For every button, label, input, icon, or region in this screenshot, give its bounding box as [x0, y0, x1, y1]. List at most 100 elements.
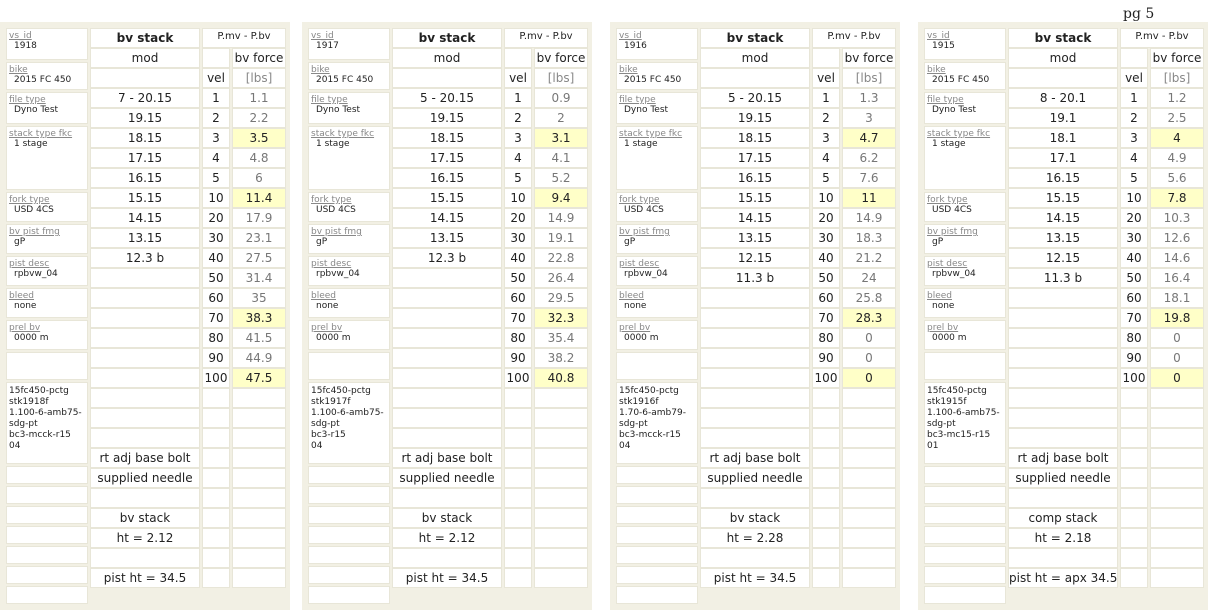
force-cell: 35 — [232, 288, 286, 308]
stack-cell: bv stack — [700, 508, 810, 528]
vel-cell: 4 — [202, 148, 230, 168]
field-value: 2015 FC 450 — [14, 75, 72, 85]
vel-cell: 1 — [1120, 88, 1148, 108]
vel-cell: 10 — [812, 188, 840, 208]
field-label: prel bv — [9, 323, 41, 333]
field-vs-id: vs_id 1916 — [616, 28, 698, 60]
vel-cell: 20 — [504, 208, 532, 228]
vel-cell: 50 — [504, 268, 532, 288]
vel-cell: 1 — [202, 88, 230, 108]
blank-cell — [392, 488, 502, 508]
field-vs-id: vs_id 1917 — [308, 28, 390, 60]
vel-cell: 100 — [504, 368, 532, 388]
blank-cell — [232, 488, 286, 508]
blank-cell — [700, 368, 810, 388]
stack-cell: 15.15 — [700, 188, 810, 208]
blank-cell — [534, 488, 588, 508]
blank-cell — [504, 508, 532, 528]
blank-cell — [202, 48, 230, 68]
blank-cell — [616, 566, 698, 584]
stack-cell: 16.15 — [700, 168, 810, 188]
blank-cell — [700, 308, 810, 328]
force-cell: 41.5 — [232, 328, 286, 348]
field-value: 1 stage — [624, 139, 658, 149]
stack-cell: 14.15 — [392, 208, 502, 228]
force-cell: 38.2 — [534, 348, 588, 368]
blank-cell — [812, 48, 840, 68]
field-value: none — [624, 301, 647, 311]
field-stack-type: stack type fkc 1 stage — [308, 126, 390, 190]
blank-cell — [700, 288, 810, 308]
force-cell: 47.5 — [232, 368, 286, 388]
stack-cell: rt adj base bolt — [700, 448, 810, 468]
blank-cell — [924, 506, 1006, 524]
notes-cell: 15fc450-pctg stk1915f 1.100-6-amb75- sdg… — [924, 382, 1006, 464]
blank-cell — [202, 388, 230, 408]
field-file-type: file type Dyno Test — [924, 92, 1006, 124]
vel-cell: 4 — [1120, 148, 1148, 168]
blank-cell — [1150, 428, 1204, 448]
force-cell: 5.6 — [1150, 168, 1204, 188]
blank-cell — [1008, 288, 1118, 308]
stack-cell: 18.15 — [90, 128, 200, 148]
force-cell: 4.1 — [534, 148, 588, 168]
blank-cell — [842, 548, 896, 568]
mod-header: mod — [90, 48, 200, 68]
blank-cell — [534, 528, 588, 548]
field-value: 1918 — [14, 41, 37, 51]
blank-cell — [1008, 408, 1118, 428]
stack-cell: 11.3 b — [700, 268, 810, 288]
build-notes: 15fc450-pctg stk1915f 1.100-6-amb75- sdg… — [927, 386, 1000, 451]
blank-cell — [392, 308, 502, 328]
force-cell: 14.6 — [1150, 248, 1204, 268]
blank-cell — [232, 428, 286, 448]
blank-cell — [308, 566, 390, 584]
field-value: 2015 FC 450 — [932, 75, 990, 85]
blank-cell — [504, 468, 532, 488]
blank-cell — [1150, 468, 1204, 488]
force-cell: 0 — [1150, 348, 1204, 368]
blank-cell — [308, 526, 390, 544]
force-header: bv force — [842, 48, 896, 68]
blank-cell — [812, 568, 840, 588]
blank-cell — [616, 352, 698, 380]
blank-cell — [1008, 328, 1118, 348]
blank-cell — [1120, 388, 1148, 408]
force-cell: 26.4 — [534, 268, 588, 288]
field-value: rpbvw_04 — [316, 269, 360, 279]
field-label: pist desc — [927, 259, 968, 269]
field-file-type: file type Dyno Test — [308, 92, 390, 124]
blank-cell — [6, 546, 88, 564]
vel-cell: 40 — [504, 248, 532, 268]
field-stack-type: stack type fkc 1 stage — [6, 126, 88, 190]
field-value: gP — [316, 237, 328, 247]
build-notes: 15fc450-pctg stk1917f 1.100-6-amb75- sdg… — [311, 386, 384, 451]
vel-cell: 80 — [812, 328, 840, 348]
force-cell: 0 — [1150, 328, 1204, 348]
blank-cell — [1008, 68, 1118, 88]
blank-cell — [842, 408, 896, 428]
stack-cell: 17.1 — [1008, 148, 1118, 168]
force-cell: 14.9 — [534, 208, 588, 228]
field-stack-type: stack type fkc 1 stage — [924, 126, 1006, 190]
stack-cell: supplied needle — [392, 468, 502, 488]
blank-cell — [202, 528, 230, 548]
vel-cell: 70 — [202, 308, 230, 328]
blank-cell — [1150, 408, 1204, 428]
blank-cell — [308, 546, 390, 564]
page-label: pg 5 — [1123, 6, 1155, 22]
stack-cell: rt adj base bolt — [90, 448, 200, 468]
stack-cell: comp stack — [1008, 508, 1118, 528]
test-panel: vs_id 1917 bike 2015 FC 450 file type Dyno Te… — [302, 22, 592, 610]
field-label: bleed — [927, 291, 953, 301]
field-label: prel bv — [619, 323, 651, 333]
blank-cell — [202, 428, 230, 448]
field-value: rpbvw_04 — [14, 269, 58, 279]
blank-cell — [700, 548, 810, 568]
blank-cell — [90, 348, 200, 368]
stack-cell: 8 - 20.1 — [1008, 88, 1118, 108]
field-label: bleed — [619, 291, 645, 301]
stack-cell: 16.15 — [90, 168, 200, 188]
blank-cell — [924, 546, 1006, 564]
blank-cell — [616, 526, 698, 544]
